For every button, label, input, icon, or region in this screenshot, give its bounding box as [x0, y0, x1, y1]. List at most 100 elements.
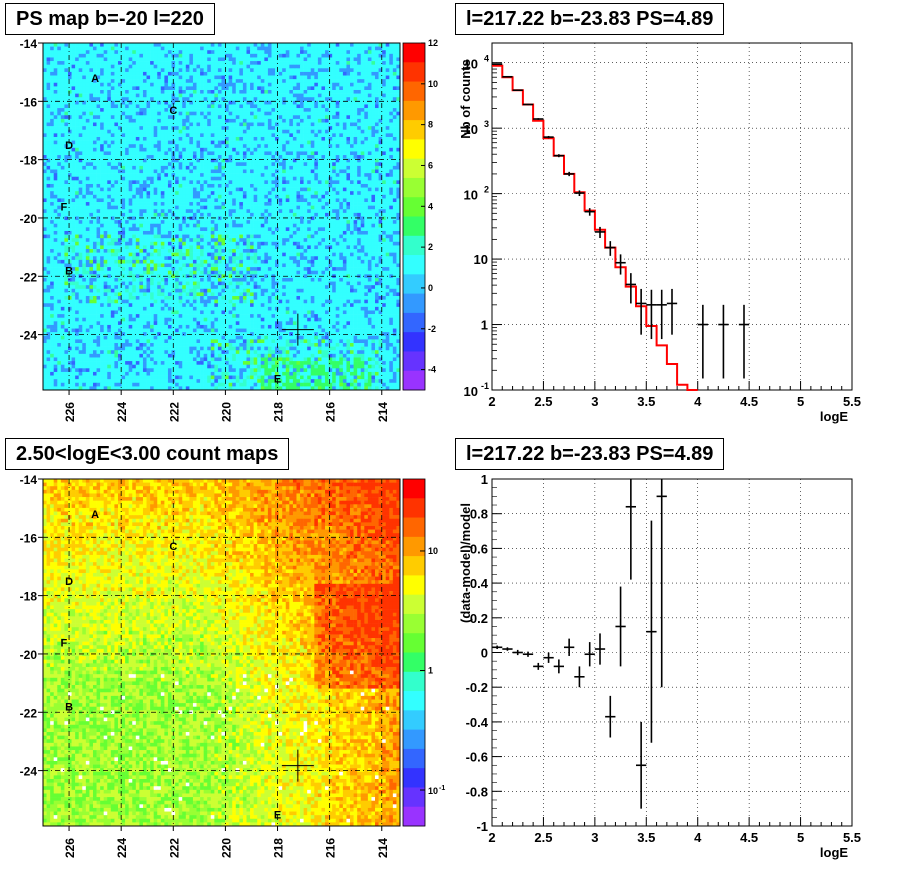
- heatmap-cell: [189, 183, 194, 188]
- heatmap-cell: [396, 104, 401, 109]
- heatmap-cell: [132, 50, 137, 55]
- heatmap-cell: [235, 93, 240, 98]
- heatmap-cell: [242, 162, 247, 167]
- heatmap-cell: [207, 108, 212, 112]
- heatmap-cell: [221, 198, 226, 203]
- heatmap-cell: [57, 136, 62, 141]
- heatmap-cell: [139, 212, 144, 217]
- heatmap-cell: [278, 176, 283, 181]
- heatmap-cell: [303, 209, 308, 214]
- heatmap-cell: [292, 86, 297, 91]
- heatmap-cell: [382, 187, 387, 192]
- heatmap-cell: [150, 97, 154, 102]
- heatmap-cell: [328, 220, 333, 225]
- heatmap-cell: [285, 209, 290, 214]
- heatmap-cell: [260, 194, 265, 199]
- heatmap-cell: [335, 100, 340, 105]
- heatmap-cell: [357, 93, 362, 98]
- heatmap-cell: [385, 136, 390, 141]
- heatmap-cell: [100, 133, 104, 138]
- heatmap-cell: [82, 122, 87, 127]
- heatmap-cell: [128, 151, 133, 156]
- heatmap-cell: [328, 111, 333, 116]
- heatmap-cell: [257, 133, 262, 138]
- heatmap-cell: [182, 165, 187, 170]
- heatmap-cell: [342, 165, 347, 170]
- heatmap-cell: [332, 158, 337, 163]
- heatmap-cell: [75, 115, 79, 120]
- heatmap-cell: [53, 155, 58, 159]
- heatmap-cell: [178, 111, 183, 116]
- heatmap-cell: [192, 68, 197, 73]
- heatmap-cell: [53, 147, 58, 152]
- heatmap-cell: [71, 93, 76, 98]
- heatmap-cell: [78, 202, 83, 206]
- heatmap-cell: [167, 176, 172, 181]
- heatmap-cell: [382, 220, 387, 225]
- heatmap-cell: [375, 108, 379, 112]
- heatmap-cell: [85, 100, 90, 105]
- heatmap-cell: [75, 151, 79, 156]
- heatmap-cell: [117, 97, 122, 102]
- heatmap-cell: [357, 71, 362, 76]
- heatmap-cell: [60, 86, 65, 91]
- heatmap-cell: [257, 100, 262, 105]
- heatmap-cell: [57, 89, 62, 94]
- heatmap-cell: [382, 194, 387, 199]
- heatmap-cell: [96, 50, 101, 55]
- heatmap-cell: [160, 158, 165, 163]
- heatmap-cell: [135, 191, 140, 196]
- heatmap-cell: [89, 176, 94, 181]
- heatmap-cell: [282, 151, 287, 156]
- heatmap-cell: [382, 155, 387, 159]
- heatmap-cell: [125, 100, 129, 105]
- heatmap-cell: [232, 183, 237, 188]
- heatmap-cell: [146, 136, 151, 141]
- heatmap-cell: [189, 191, 194, 196]
- heatmap-cell: [264, 79, 269, 84]
- heatmap-cell: [135, 86, 140, 91]
- heatmap-cell: [157, 209, 162, 214]
- heatmap-cell: [289, 89, 294, 94]
- heatmap-cell: [100, 173, 104, 178]
- heatmap-cell: [210, 111, 215, 116]
- heatmap-cell: [114, 57, 119, 62]
- heatmap-cell: [67, 108, 72, 112]
- heatmap-cell: [378, 86, 383, 91]
- heatmap-cell: [300, 64, 304, 69]
- heatmap-cell: [396, 162, 401, 167]
- heatmap-cell: [160, 144, 165, 149]
- heatmap-cell: [64, 165, 69, 170]
- heatmap-cell: [214, 129, 219, 134]
- heatmap-cell: [396, 147, 401, 152]
- heatmap-cell: [214, 162, 219, 167]
- heatmap-cell: [200, 209, 204, 214]
- heatmap-cell: [210, 104, 215, 109]
- heatmap-cell: [178, 220, 183, 225]
- heatmap-cell: [285, 162, 290, 167]
- heatmap-cell: [89, 205, 94, 210]
- heatmap-cell: [64, 104, 69, 109]
- heatmap-cell: [317, 198, 322, 203]
- heatmap-cell: [132, 97, 137, 102]
- heatmap-cell: [57, 79, 62, 84]
- heatmap-cell: [325, 136, 329, 141]
- heatmap-cell: [103, 158, 108, 163]
- heatmap-cell: [396, 97, 401, 102]
- heatmap-cell: [85, 122, 90, 127]
- heatmap-cell: [85, 108, 90, 112]
- heatmap-cell: [232, 205, 237, 210]
- heatmap-cell: [64, 111, 69, 116]
- heatmap-cell: [303, 162, 308, 167]
- heatmap-cell: [117, 140, 122, 145]
- heatmap-cell: [317, 191, 322, 196]
- heatmap-cell: [103, 43, 108, 47]
- heatmap-cell: [296, 151, 301, 156]
- heatmap-cell: [389, 216, 394, 221]
- heatmap-cell: [228, 64, 233, 69]
- heatmap-cell: [46, 140, 51, 145]
- heatmap-cell: [307, 205, 312, 210]
- heatmap-cell: [371, 100, 376, 105]
- heatmap-cell: [260, 158, 265, 163]
- heatmap-cell: [253, 115, 258, 120]
